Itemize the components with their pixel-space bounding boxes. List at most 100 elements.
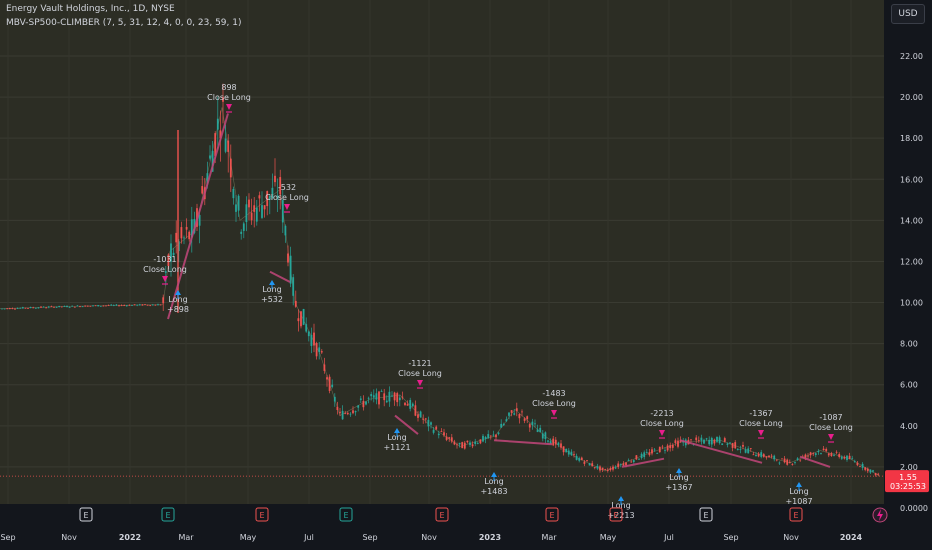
candle-body [32, 307, 35, 309]
close-long-label[interactable]: Close Long [640, 419, 684, 428]
close-long-label[interactable]: -2213 [650, 409, 673, 418]
close-long-label[interactable]: Close Long [739, 419, 783, 428]
long-marker-icon [676, 468, 682, 473]
earnings-badge[interactable] [609, 507, 623, 522]
long-entry-label[interactable]: Long [168, 295, 187, 304]
close-long-label[interactable]: Close Long [143, 265, 187, 274]
long-entry-label[interactable]: +1367 [665, 483, 692, 492]
candle-body [630, 461, 633, 463]
close-long-label[interactable]: -1121 [408, 359, 431, 368]
candle-body [799, 459, 802, 461]
earnings-badge[interactable] [699, 507, 713, 522]
candle-body [401, 396, 404, 398]
long-entry-label[interactable]: +532 [261, 295, 283, 304]
long-entry-label[interactable]: +1087 [785, 497, 812, 506]
earnings-badge[interactable] [339, 507, 353, 522]
long-entry-label[interactable]: Long [484, 477, 503, 486]
long-entry-label[interactable]: Long [611, 501, 630, 510]
candle-body [354, 411, 357, 413]
close-long-label[interactable]: Close Long [265, 193, 309, 202]
candle-body [765, 456, 768, 458]
trade-line [679, 439, 763, 464]
candle-body [632, 460, 635, 462]
symbol-legend[interactable]: Energy Vault Holdings, Inc., 1D, NYSE [6, 4, 175, 14]
candle-body [357, 405, 360, 408]
candle-body [99, 305, 102, 307]
candle-body [6, 308, 9, 310]
close-long-label[interactable]: -1031 [153, 255, 176, 264]
long-entry-label[interactable]: +2213 [607, 511, 634, 520]
earnings-badge[interactable] [255, 507, 269, 522]
currency-button[interactable]: USD [891, 4, 925, 24]
earnings-badge[interactable] [545, 507, 559, 522]
candle-body [552, 438, 555, 446]
candle-body [268, 195, 271, 200]
time-axis-panel[interactable] [0, 504, 884, 550]
candle-body [276, 195, 279, 199]
candle-body [521, 411, 523, 413]
candle-body [63, 305, 66, 307]
last-price-badge [885, 470, 929, 493]
long-marker-icon [796, 482, 802, 487]
candle-body [336, 406, 339, 410]
candle-body [859, 466, 861, 468]
close-long-label[interactable]: Close Long [398, 369, 442, 378]
close-long-label[interactable]: -1483 [542, 389, 565, 398]
candle-body [16, 308, 19, 309]
earnings-badge[interactable] [789, 507, 803, 522]
candle-body [388, 391, 391, 402]
earnings-badge[interactable] [435, 507, 449, 522]
close-long-label[interactable]: Close Long [207, 93, 251, 102]
close-long-label[interactable]: Close Long [532, 399, 576, 408]
candle-body [19, 307, 22, 309]
close-long-label[interactable]: Close Long [809, 423, 853, 432]
close-long-label[interactable]: 898 [221, 83, 236, 92]
candle-body [11, 308, 14, 309]
close-marker-icon [659, 430, 665, 436]
long-entry-label[interactable]: Long [789, 487, 808, 496]
long-entry-label[interactable]: +898 [167, 305, 189, 314]
earnings-badge[interactable] [79, 507, 93, 522]
trade-line [621, 457, 665, 468]
candle-body [362, 401, 365, 408]
candle-body [383, 393, 386, 401]
candle-body [216, 118, 219, 130]
candle-body [58, 305, 61, 308]
candle-body [333, 396, 336, 402]
time-tick-label: May [240, 533, 257, 542]
candle-body [843, 456, 846, 459]
candle-body [606, 469, 609, 471]
close-long-label[interactable]: -532 [278, 183, 296, 192]
price-axis-panel[interactable] [884, 0, 932, 550]
candle-body [255, 207, 258, 222]
earnings-badge[interactable] [161, 507, 175, 522]
candle-body [838, 454, 841, 457]
candle-body [107, 305, 110, 307]
candle-body [619, 464, 622, 466]
close-long-label[interactable]: -1087 [819, 413, 842, 422]
plot-area[interactable] [0, 0, 884, 504]
long-entry-label[interactable]: +1121 [383, 443, 410, 452]
candle-body [133, 304, 136, 306]
candle-body [664, 449, 666, 451]
candle-body [287, 253, 289, 263]
candle-body [768, 455, 770, 458]
candle-body [528, 424, 531, 428]
long-entry-label[interactable]: Long [387, 433, 406, 442]
long-entry-label[interactable]: Long [262, 285, 281, 294]
candle-body [305, 324, 308, 332]
candle-body [575, 455, 578, 460]
long-entry-label[interactable]: +1483 [480, 487, 507, 496]
close-long-label[interactable]: -1367 [749, 409, 772, 418]
candle-body [419, 411, 422, 417]
candle-body [505, 419, 508, 422]
candle-body [323, 364, 326, 371]
candle-body [747, 448, 750, 454]
long-entry-label[interactable]: Long [669, 473, 688, 482]
candle-body [206, 173, 209, 185]
candle-body [809, 452, 812, 456]
close-marker-icon [162, 276, 168, 282]
candle-body [437, 433, 440, 436]
indicator-legend[interactable]: MBV-SP500-CLIMBER (7, 5, 31, 12, 4, 0, 0… [6, 18, 242, 28]
